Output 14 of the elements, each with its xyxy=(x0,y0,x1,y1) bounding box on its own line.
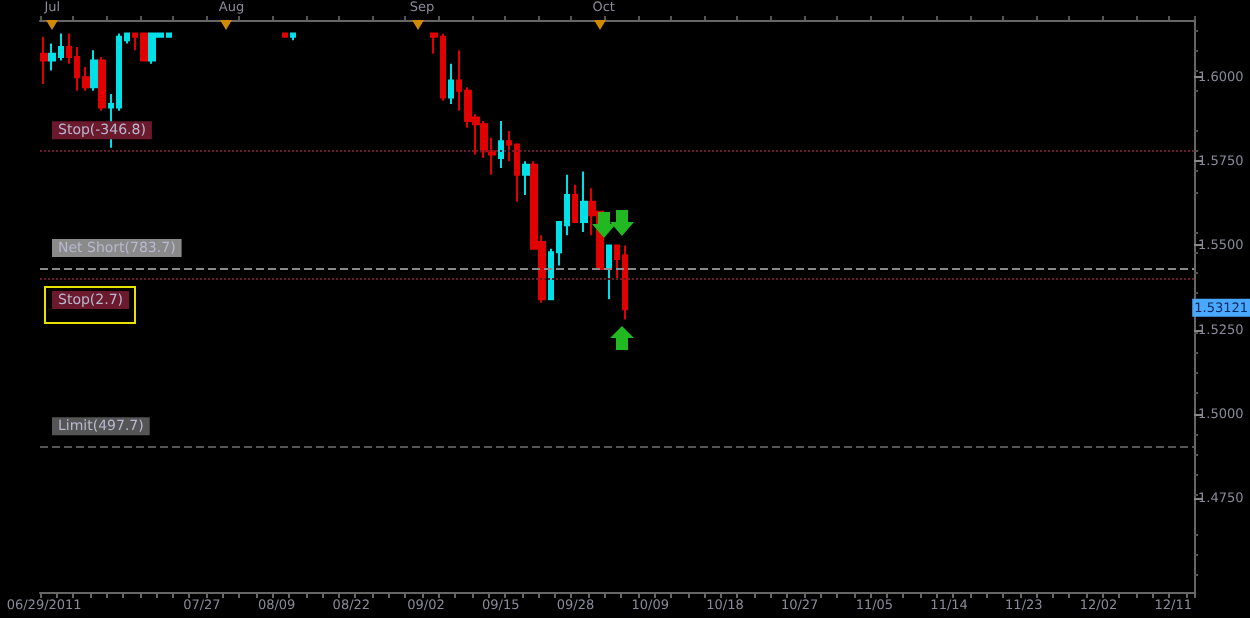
candlestick xyxy=(90,49,98,92)
candlestick xyxy=(40,35,48,85)
candlestick xyxy=(572,183,578,223)
candlestick xyxy=(522,160,530,196)
candlestick xyxy=(282,32,288,38)
candlestick xyxy=(140,32,148,62)
candlestick xyxy=(580,170,588,233)
candlestick xyxy=(448,62,454,106)
candlestick xyxy=(622,244,628,321)
candlestick xyxy=(148,32,156,65)
candlestick xyxy=(498,119,504,170)
candlestick xyxy=(606,244,612,301)
candlestick xyxy=(98,56,106,112)
candlestick xyxy=(290,32,296,42)
